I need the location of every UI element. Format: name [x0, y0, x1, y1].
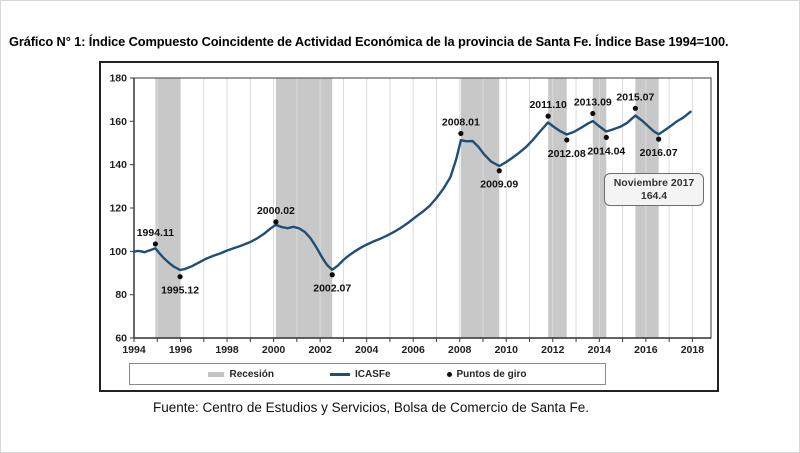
- turning-point-dot: [329, 272, 335, 278]
- turning-point-label: 1994.11: [137, 227, 175, 239]
- y-tick-label: 180: [109, 73, 127, 85]
- turning-point-dot: [632, 105, 638, 111]
- chart-legend: Recesión ICASFe Puntos de giro: [129, 363, 606, 385]
- x-tick-label: 2010: [495, 344, 519, 356]
- y-tick-label: 100: [109, 246, 127, 258]
- recession-band: [155, 78, 181, 338]
- annotation-box: Noviembre 2017 164.4: [604, 173, 704, 206]
- y-tick-label: 60: [115, 333, 127, 345]
- icasfe-chart-canvas: 1994 1996 1998 2000 2002 2004 2006 2008 2010 2012…: [109, 73, 712, 356]
- x-tick-label: 2008: [448, 344, 472, 356]
- plot-border: [133, 77, 712, 339]
- turning-point-dot: [603, 134, 609, 140]
- turning-point-label: 1995.12: [161, 285, 199, 297]
- dot-swatch-icon: [446, 371, 452, 377]
- x-tick-label: 2012: [541, 344, 565, 356]
- turning-point-label: 2008.01: [442, 116, 480, 128]
- legend-item-turning-points: Puntos de giro: [446, 368, 527, 380]
- turning-point-label: 2014.04: [587, 145, 625, 157]
- turning-point-label: 2002.07: [313, 283, 351, 295]
- x-tick-label: 2004: [355, 344, 379, 356]
- legend-line-label: ICASFe: [354, 368, 391, 380]
- x-tick-label: 1994: [122, 344, 146, 356]
- turning-point-label: 2012.08: [548, 148, 586, 160]
- legend-recession-label: Recesión: [229, 368, 274, 380]
- x-tick-label: 2016: [634, 344, 658, 356]
- turning-point-dot: [496, 168, 502, 174]
- annotation-value: 164.4: [640, 189, 668, 202]
- chart-container: 1994 1996 1998 2000 2002 2004 2006 2008 2010 2012…: [99, 61, 719, 392]
- turning-point-dot: [152, 241, 159, 247]
- y-tick-label: 140: [109, 159, 127, 171]
- legend-item-recession: Recesión: [208, 368, 274, 380]
- x-tick-label: 2000: [262, 344, 286, 356]
- y-tick-label: 160: [109, 116, 127, 128]
- recession-swatch-icon: [208, 371, 225, 377]
- legend-item-icasfe: ICASFe: [329, 368, 391, 380]
- recession-band: [548, 78, 567, 338]
- page-title: Gráfico N° 1: Índice Compuesto Coinciden…: [9, 34, 729, 49]
- turning-point-label: 2016.07: [640, 147, 678, 159]
- x-tick-label: 1996: [169, 344, 193, 356]
- annotation-date: Noviembre 2017: [613, 177, 695, 190]
- line-swatch-icon: [329, 372, 350, 376]
- recession-band: [460, 78, 500, 338]
- turning-point-label: 2009.09: [480, 179, 518, 191]
- y-tick-label: 120: [109, 203, 127, 215]
- legend-points-label: Puntos de giro: [456, 368, 527, 380]
- x-tick-label: 1998: [215, 344, 239, 356]
- turning-point-label: 2015.07: [616, 91, 654, 103]
- x-tick-label: 2018: [681, 344, 705, 356]
- turning-point-dot: [564, 137, 570, 143]
- icasfe-line: [132, 110, 692, 272]
- turning-point-dot: [590, 110, 596, 117]
- source-note: Fuente: Centro de Estudios y Servicios, …: [153, 400, 589, 415]
- recession-band: [275, 78, 333, 338]
- turning-point-dot: [177, 274, 183, 280]
- turning-point-dot: [273, 219, 279, 225]
- turning-point-dot: [458, 130, 464, 137]
- y-tick-label: 80: [115, 289, 127, 301]
- turning-point-label: 2013.09: [574, 97, 612, 109]
- turning-point-label: 2000.02: [257, 205, 295, 217]
- x-tick-label: 2002: [308, 344, 332, 356]
- turning-point-dot: [545, 113, 551, 119]
- recession-band: [635, 78, 659, 338]
- turning-point-label: 2011.10: [529, 99, 567, 111]
- x-tick-label: 2006: [402, 344, 426, 356]
- turning-point-dot: [656, 136, 662, 142]
- x-tick-label: 2014: [588, 344, 612, 356]
